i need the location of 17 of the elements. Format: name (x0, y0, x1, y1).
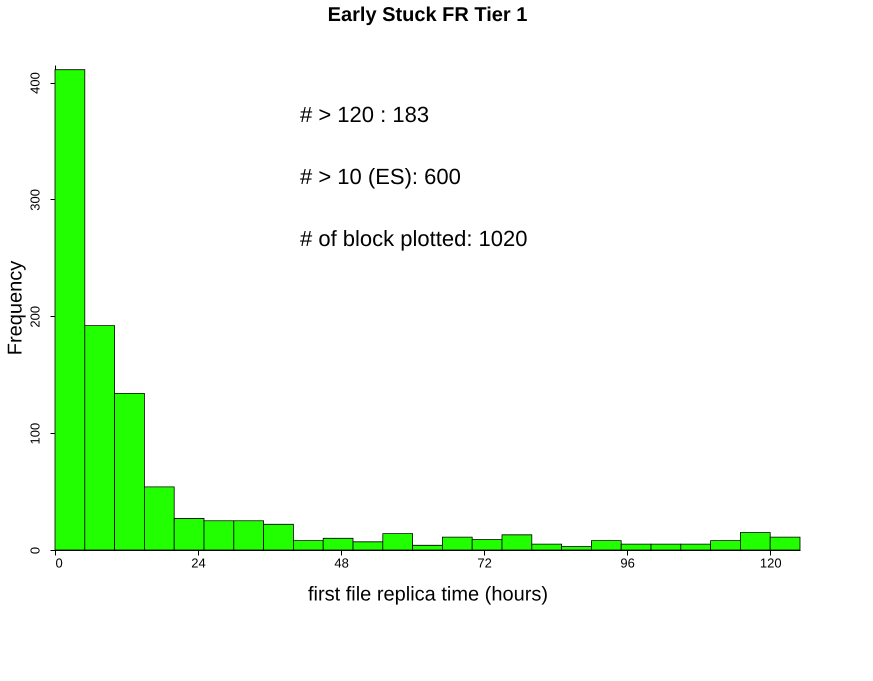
y-tick-label: 300 (28, 189, 42, 211)
y-tick-label: 100 (28, 422, 42, 444)
y-tick-label: 400 (28, 72, 42, 94)
y-tick-label: 200 (28, 306, 42, 328)
annotation: # > 10 (ES): 600 (300, 164, 461, 189)
annotation: # > 120 : 183 (300, 102, 430, 127)
y-tick-label: 0 (28, 546, 42, 554)
x-tick-label: 48 (334, 556, 349, 570)
x-tick-label: 24 (191, 556, 206, 570)
y-axis-title: Frequency (4, 260, 26, 356)
x-tick-label: 0 (56, 556, 63, 570)
x-tick-label: 120 (760, 556, 782, 570)
x-axis-title: first file replica time (hours) (308, 584, 548, 606)
x-tick-label: 72 (477, 556, 492, 570)
annotation: # of block plotted: 1020 (300, 226, 528, 251)
x-tick-label: 96 (620, 556, 635, 570)
chart-title: Early Stuck FR Tier 1 (328, 4, 528, 26)
